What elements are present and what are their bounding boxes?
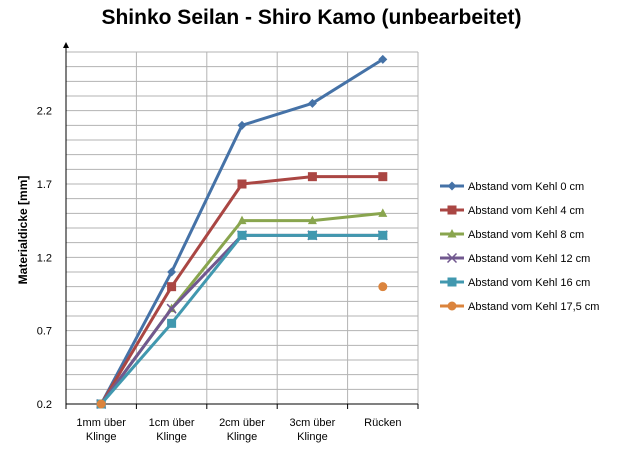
- series-lines: [96, 54, 388, 410]
- data-point: [307, 230, 317, 240]
- y-axis-label: Materialdicke [mm]: [16, 176, 30, 285]
- legend-entry: Abstand vom Kehl 4 cm: [440, 205, 584, 217]
- legend-entry: Abstand vom Kehl 0 cm: [440, 181, 584, 193]
- legend-label: Abstand vom Kehl 17,5 cm: [468, 301, 599, 313]
- data-point: [237, 179, 247, 189]
- x-tick-label: 3cm über Klinge: [289, 417, 335, 443]
- legend-marker: [446, 252, 458, 264]
- data-point: [237, 120, 247, 130]
- legend-entry: Abstand vom Kehl 17,5 cm: [440, 301, 599, 313]
- legend: Abstand vom Kehl 0 cm Abstand vom Kehl 4 …: [440, 181, 599, 313]
- x-marker-stroke: [446, 252, 458, 264]
- data-point: [96, 399, 106, 409]
- data-point: [378, 208, 388, 217]
- legend-marker: [447, 181, 457, 191]
- data-point: [307, 215, 317, 225]
- data-point: [378, 172, 388, 182]
- legend-marker: [447, 277, 457, 287]
- data-point: [378, 230, 388, 240]
- axes: [63, 42, 419, 409]
- data-point: [307, 172, 317, 182]
- legend-marker: [447, 205, 457, 215]
- data-point: [237, 230, 247, 240]
- legend-label: Abstand vom Kehl 4 cm: [468, 205, 584, 217]
- data-point: [167, 318, 177, 328]
- legend-label: Abstand vom Kehl 8 cm: [468, 229, 584, 241]
- y-tick-label: 1.7: [37, 179, 52, 191]
- series-line: [99, 175, 383, 405]
- y-axis-arrow: [63, 42, 69, 48]
- y-tick-label: 0.7: [37, 326, 52, 338]
- legend-marker: [447, 229, 457, 238]
- gridlines: [66, 51, 419, 404]
- legend-label: Abstand vom Kehl 12 cm: [468, 253, 590, 265]
- data-point: [237, 215, 247, 225]
- legend-entry: Abstand vom Kehl 8 cm: [440, 229, 584, 241]
- x-tick-label: Rücken: [364, 417, 401, 429]
- data-point: [378, 282, 388, 292]
- chart-title: Shinko Seilan - Shiro Kamo (unbearbeitet…: [101, 6, 522, 29]
- legend-entry: Abstand vom Kehl 12 cm: [440, 252, 590, 265]
- series-2: [96, 172, 388, 409]
- x-marker-stroke: [166, 303, 177, 314]
- x-tick-label: 1cm über Klinge: [149, 417, 195, 443]
- x-tick-label: 2cm über Klinge: [219, 417, 265, 443]
- data-point: [167, 282, 177, 292]
- series-line: [99, 233, 383, 405]
- x-tick-label: 1mm über Klinge: [76, 417, 126, 443]
- series-6: [96, 282, 388, 409]
- y-tick-label: 1.2: [37, 252, 52, 264]
- legend-entry: Abstand vom Kehl 16 cm: [440, 277, 590, 289]
- data-point: [307, 98, 317, 108]
- data-point: [378, 54, 388, 64]
- data-point: [167, 267, 177, 277]
- y-tick-label: 2.2: [37, 106, 52, 118]
- series-line: [99, 211, 383, 405]
- legend-label: Abstand vom Kehl 16 cm: [468, 277, 590, 289]
- series-line: [100, 233, 383, 405]
- tick-labels: 0.2 0.7 1.2 1.7 2.2 1mm über Klinge 1cm über Kli…: [37, 106, 402, 443]
- y-tick-label: 0.2: [37, 399, 52, 411]
- legend-marker: [447, 301, 457, 311]
- legend-label: Abstand vom Kehl 0 cm: [468, 181, 584, 193]
- data-point: [166, 303, 177, 314]
